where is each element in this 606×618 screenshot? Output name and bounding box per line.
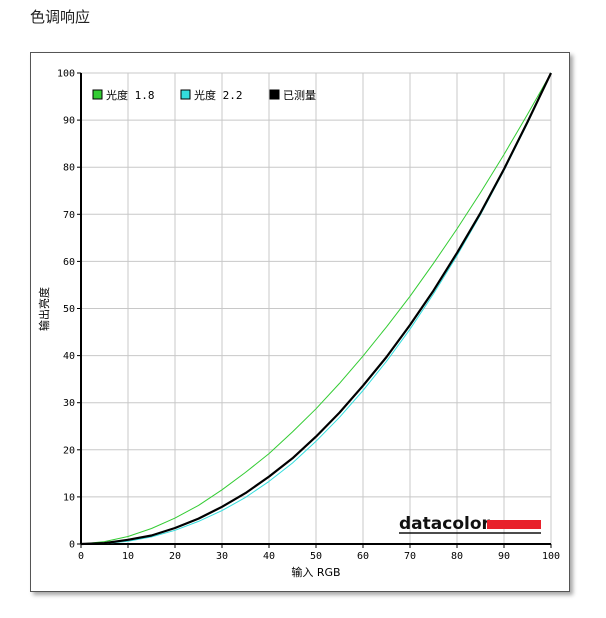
page-title: 色调响应 (30, 8, 91, 26)
x-tick-label: 0 (78, 551, 84, 562)
legend-swatch (92, 89, 103, 100)
x-tick-label: 40 (263, 551, 275, 562)
datacolor-logo: datacolor (399, 514, 541, 534)
brand-logo-bar (487, 520, 541, 529)
y-tick-label: 50 (63, 304, 75, 315)
legend-swatch (180, 89, 191, 100)
grid (80, 72, 552, 545)
y-tick-label: 80 (63, 163, 75, 174)
series-lines (80, 72, 552, 546)
x-tick-label: 50 (310, 551, 322, 562)
legend-label: 光度 2.2 (194, 88, 243, 102)
series-line-3 (80, 72, 552, 546)
y-tick-label: 0 (69, 540, 75, 551)
chart-frame: 0 10 20 30 40 50 60 70 80 90 100 0 10 20 30 40 50 60 70 80 9… (30, 52, 570, 592)
brand-logo-text: datacolor (399, 514, 491, 534)
x-tick-label: 20 (169, 551, 181, 562)
legend-label: 已测量 (283, 89, 316, 102)
legend-swatch (269, 89, 280, 100)
y-tick-label: 40 (63, 351, 75, 362)
legend: 光度 1.8 光度 2.2 已测量 (92, 88, 316, 102)
y-tick-label: 60 (63, 257, 75, 268)
tone-response-chart: 0 10 20 30 40 50 60 70 80 90 100 0 10 20 30 40 50 60 70 80 9… (37, 69, 560, 580)
y-tick-label: 70 (63, 210, 75, 221)
x-tick-label: 70 (404, 551, 416, 562)
x-axis-title: 输入 RGB (291, 565, 340, 579)
series-line-1 (80, 72, 552, 545)
y-tick-label: 10 (63, 492, 75, 503)
y-tick-label: 30 (63, 398, 75, 409)
y-tick-label: 100 (57, 69, 75, 80)
x-tick-label: 90 (498, 551, 510, 562)
y-axis-title: 输出亮度 (37, 287, 51, 331)
x-tick-label: 100 (542, 551, 560, 562)
series-line-2 (80, 72, 552, 545)
axes: 0 10 20 30 40 50 60 70 80 90 100 0 10 20 30 40 50 60 70 80 9… (57, 69, 560, 563)
y-tick-label: 90 (63, 116, 75, 127)
y-tick-label: 20 (63, 445, 75, 456)
x-tick-label: 60 (357, 551, 369, 562)
legend-label: 光度 1.8 (106, 88, 155, 102)
x-tick-label: 30 (216, 551, 228, 562)
x-tick-label: 10 (122, 551, 134, 562)
x-tick-label: 80 (451, 551, 463, 562)
